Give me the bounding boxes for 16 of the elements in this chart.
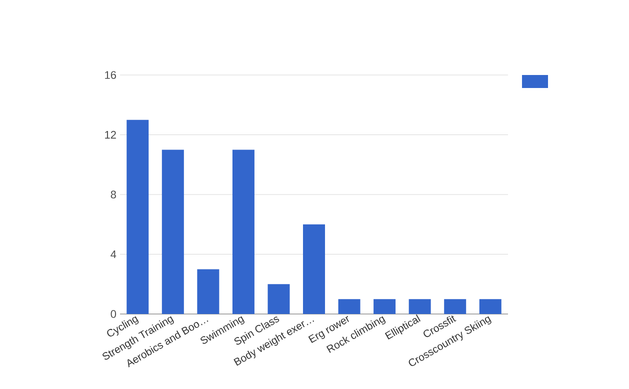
bar xyxy=(268,284,290,314)
bar xyxy=(479,299,502,314)
bar xyxy=(162,150,184,314)
bar xyxy=(232,150,254,314)
bar xyxy=(374,299,396,314)
y-tick-label: 0 xyxy=(110,310,116,318)
bar xyxy=(303,224,326,314)
y-tick-label: 8 xyxy=(110,190,116,198)
bar xyxy=(197,269,220,314)
y-tick-label: 12 xyxy=(105,130,116,139)
bar xyxy=(444,299,466,314)
bar xyxy=(126,120,149,314)
y-tick-label: 16 xyxy=(105,71,116,79)
y-tick-label: 4 xyxy=(110,250,116,258)
bar xyxy=(338,299,360,314)
bar xyxy=(408,299,431,314)
